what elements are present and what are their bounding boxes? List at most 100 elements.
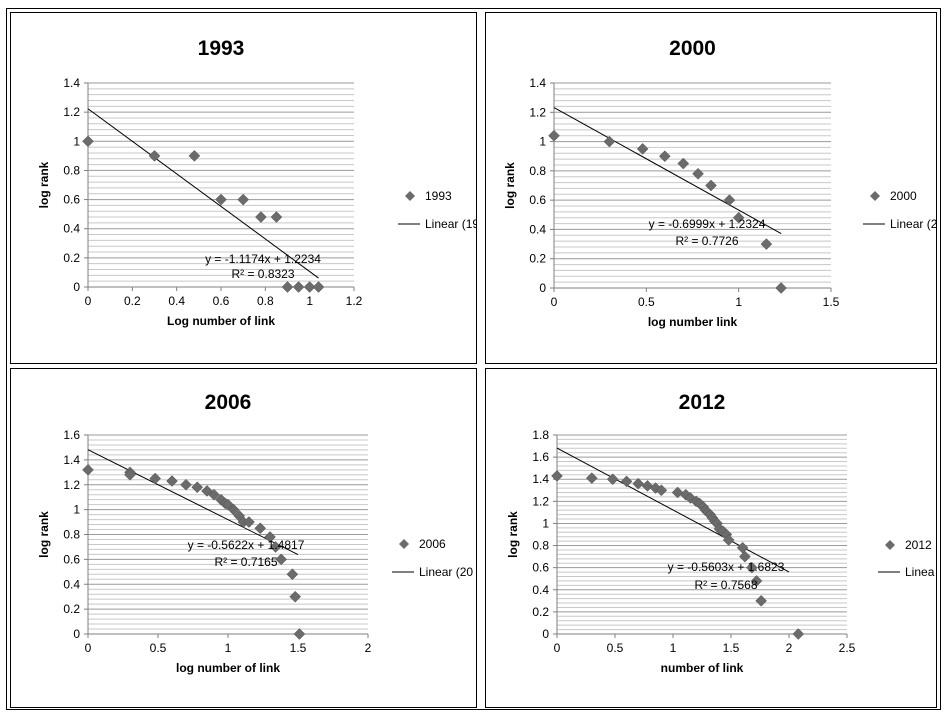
y-axis-label: log rank <box>506 511 520 558</box>
data-point <box>641 480 654 492</box>
r-squared-label: R² = 0.8323 <box>231 267 294 281</box>
data-point <box>208 488 220 501</box>
x-axis-label: number of link <box>661 661 744 675</box>
x-tick-label: 0.5 <box>638 295 655 309</box>
y-tick-label: 0.6 <box>529 193 546 207</box>
data-point <box>732 211 745 224</box>
x-tick-label: 1 <box>735 295 742 309</box>
x-axis-label: Log number of link <box>167 314 275 328</box>
y-tick-label: 0.8 <box>529 164 546 178</box>
data-point <box>585 472 598 484</box>
data-point <box>755 594 768 607</box>
legend-trendline-label: Linea <box>905 565 935 579</box>
y-tick-label: 0.2 <box>529 252 546 266</box>
x-tick-label: 1 <box>670 641 677 655</box>
data-point <box>312 281 325 293</box>
x-axis-label: log number of link <box>176 661 280 675</box>
chart-panel-1993: 1993 0 0.2 0.4 0.6 0.8 1 1.2 1.4 0 0.2 0.4 0.6 0.8 1 1.… <box>10 12 477 364</box>
y-tick-label: 0.2 <box>63 251 80 265</box>
data-point <box>655 484 668 497</box>
y-tick-label: 0.8 <box>63 528 80 542</box>
y-tick-label: 0.8 <box>532 539 549 553</box>
y-tick-label: 0.6 <box>63 552 80 566</box>
data-point <box>636 143 649 155</box>
figure-frame <box>6 8 941 710</box>
chart-svg: 1993 0 0.2 0.4 0.6 0.8 1 1.2 1.4 0 0.2 0.4 0.6 0.8 1 1.… <box>37 37 477 328</box>
data-point <box>658 150 671 163</box>
y-tick-label: 1.8 <box>532 428 549 442</box>
data-point <box>292 281 305 293</box>
y-tick-label: 1.2 <box>63 478 80 492</box>
data-point <box>551 470 563 482</box>
legend-series-label: 2000 <box>890 189 917 203</box>
data-point <box>649 482 662 494</box>
data-point <box>188 150 201 162</box>
data-point <box>82 463 94 476</box>
r-squared-label: R² = 0.7165 <box>214 555 277 569</box>
x-tick-label: 1 <box>225 641 232 655</box>
trendline-equation: y = -0.5622x + 1.4817 <box>188 538 305 552</box>
y-axis-label: log rank <box>37 161 51 208</box>
r-squared-label: R² = 0.7568 <box>694 578 757 592</box>
data-point <box>215 193 227 206</box>
x-tick-label: 2.5 <box>839 641 856 655</box>
x-tick-label: 2 <box>365 641 372 655</box>
data-point <box>264 531 276 543</box>
x-tick-label: 0 <box>85 641 92 655</box>
data-point <box>692 167 704 180</box>
data-point <box>269 541 282 553</box>
trendline <box>87 108 319 279</box>
data-point <box>723 194 736 206</box>
legend-marker <box>399 539 409 549</box>
trendline <box>556 447 790 573</box>
data-point <box>254 522 267 535</box>
data-point <box>148 150 161 162</box>
x-tick-label: 0.2 <box>124 294 141 308</box>
chart-panel-2006: 2006 0 0.2 0.4 0.6 0.8 1 1.2 1.4 1.6 0 0.5 1 1.5 2 log … <box>10 368 477 708</box>
y-tick-label: 0 <box>542 627 549 641</box>
chart-title: 2012 <box>679 391 726 414</box>
data-point <box>606 473 619 486</box>
data-point <box>603 135 616 148</box>
data-point <box>722 534 735 546</box>
x-tick-label: 0 <box>554 641 561 655</box>
data-point <box>705 179 717 192</box>
data-point <box>746 561 758 574</box>
data-point <box>166 475 178 487</box>
y-tick-label: 1.4 <box>63 76 80 90</box>
data-point <box>293 628 306 640</box>
y-tick-label: 0.6 <box>532 561 549 575</box>
chart-svg: 2006 0 0.2 0.4 0.6 0.8 1 1.2 1.4 1.6 0 0.5 1 1.5 2 log … <box>37 391 473 675</box>
data-point <box>548 129 560 142</box>
y-tick-label: 1.6 <box>532 450 549 464</box>
legend-series-label: 2006 <box>419 537 446 551</box>
trendline-equation: y = -1.1174x + 1.2234 <box>205 252 321 266</box>
data-point <box>289 590 302 603</box>
x-axis-label: log number link <box>648 315 738 329</box>
r-squared-label: R² = 0.7726 <box>675 234 738 248</box>
legend-trendline-label: Linear (20 <box>419 565 473 579</box>
y-tick-label: 0.8 <box>63 163 80 177</box>
x-tick-label: 2 <box>786 641 793 655</box>
y-axis-label: log rank <box>503 162 517 209</box>
data-point <box>124 468 136 481</box>
chart-title: 1993 <box>198 37 245 60</box>
chart-svg: 2012 0 0.2 0.4 0.6 0.8 1 1.2 1.4 1.6 1.8 0 0.5 1 1.5 2 2… <box>506 391 935 675</box>
data-point <box>270 211 283 223</box>
data-point <box>739 550 751 563</box>
y-axis-label: log rank <box>37 511 51 558</box>
y-tick-label: 0 <box>73 280 80 294</box>
x-tick-label: 0.8 <box>257 294 274 308</box>
data-point <box>281 281 294 293</box>
y-tick-label: 0 <box>73 627 80 641</box>
data-point <box>620 475 633 488</box>
data-point <box>255 211 267 223</box>
data-point <box>303 281 316 293</box>
y-tick-label: 1 <box>73 134 80 148</box>
trendline <box>87 449 299 556</box>
y-tick-label: 0.4 <box>529 222 546 236</box>
legend-trendline-label: Linear (199 <box>425 217 477 231</box>
data-point <box>632 477 645 490</box>
data-point <box>760 238 773 250</box>
y-tick-label: 1.2 <box>529 105 546 119</box>
